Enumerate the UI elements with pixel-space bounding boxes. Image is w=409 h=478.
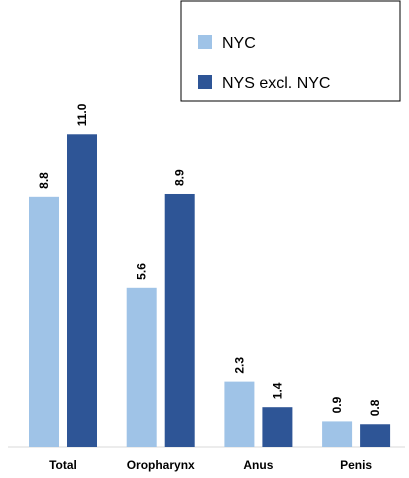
legend-box [180, 0, 401, 102]
value-label: 8.9 [173, 169, 187, 186]
legend-label: NYS excl. NYC [222, 75, 330, 92]
value-label: 0.9 [330, 396, 344, 413]
bar [67, 134, 97, 448]
value-label: 1.4 [270, 382, 284, 399]
value-label: 8.8 [37, 172, 51, 189]
bar [29, 196, 59, 447]
x-tick-label: Oropharynx [127, 458, 195, 472]
value-label: 11.0 [75, 103, 89, 126]
x-tick-label: Penis [340, 458, 372, 472]
x-tick-label: Anus [243, 458, 273, 472]
bar [322, 421, 353, 447]
legend-swatch [198, 35, 212, 49]
bar [164, 193, 195, 447]
legend-label: NYC [222, 35, 256, 52]
bar [224, 381, 255, 447]
x-tick-label: Total [49, 458, 77, 472]
value-label: 0.8 [368, 399, 382, 416]
legend-swatch [198, 75, 212, 89]
value-label: 5.6 [135, 263, 149, 280]
bar [262, 407, 293, 447]
value-label: 2.3 [232, 357, 246, 374]
bar [126, 287, 157, 447]
bar [360, 424, 391, 447]
